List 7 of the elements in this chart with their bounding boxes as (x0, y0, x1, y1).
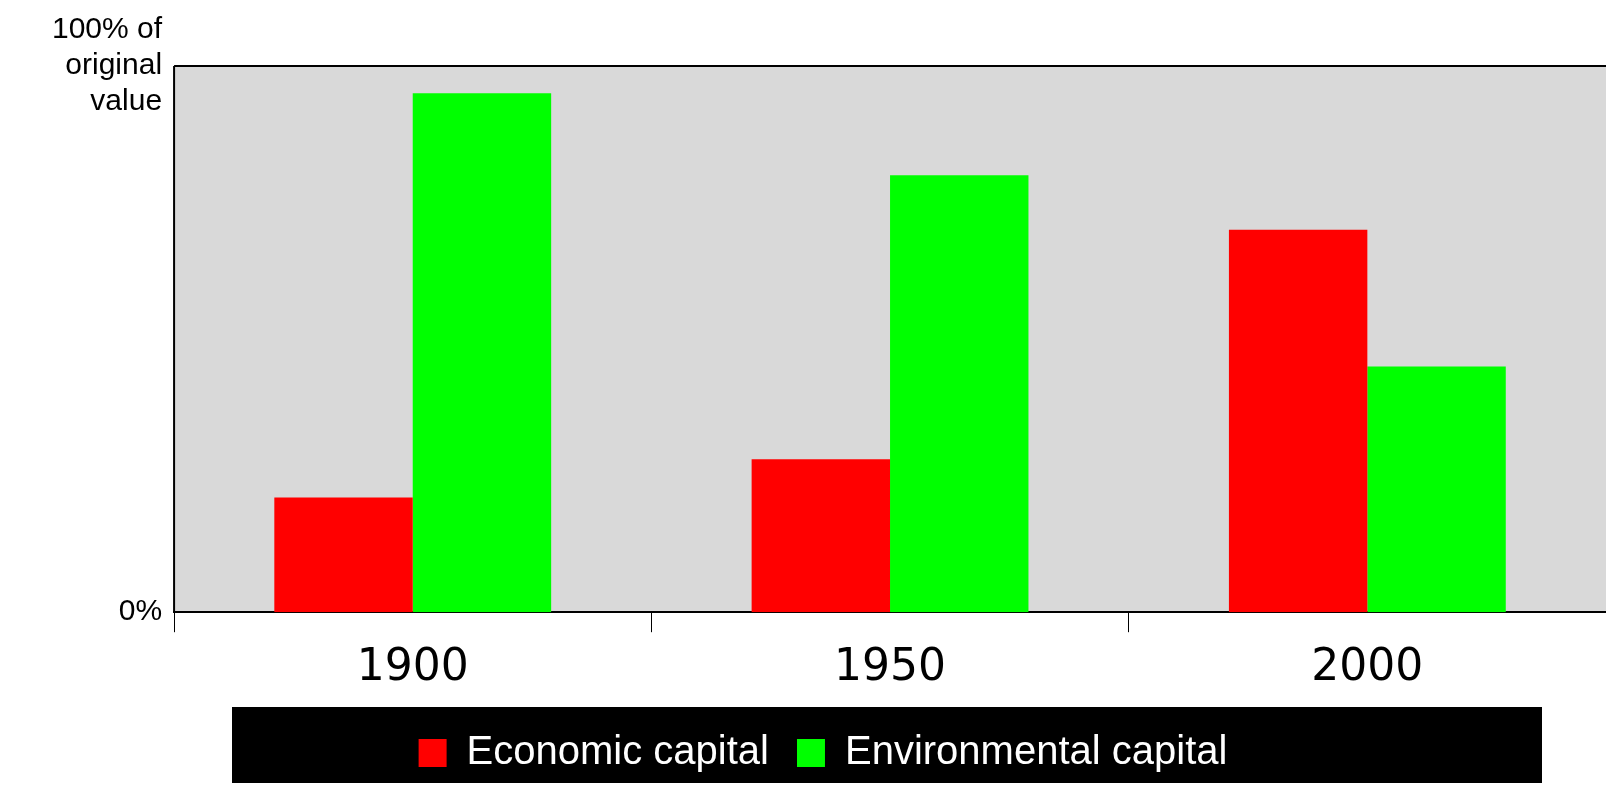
x-tick-label: 1900 (356, 639, 469, 691)
x-tick-label: 1950 (834, 639, 947, 691)
y-tick-label: 100% of original value (51, 11, 163, 117)
legend-label: Economic capital (466, 728, 769, 773)
x-tick-label: 2000 (1311, 639, 1424, 691)
legend-label: Environmental capital (844, 728, 1228, 773)
y-tick-label: 0% (118, 593, 163, 627)
